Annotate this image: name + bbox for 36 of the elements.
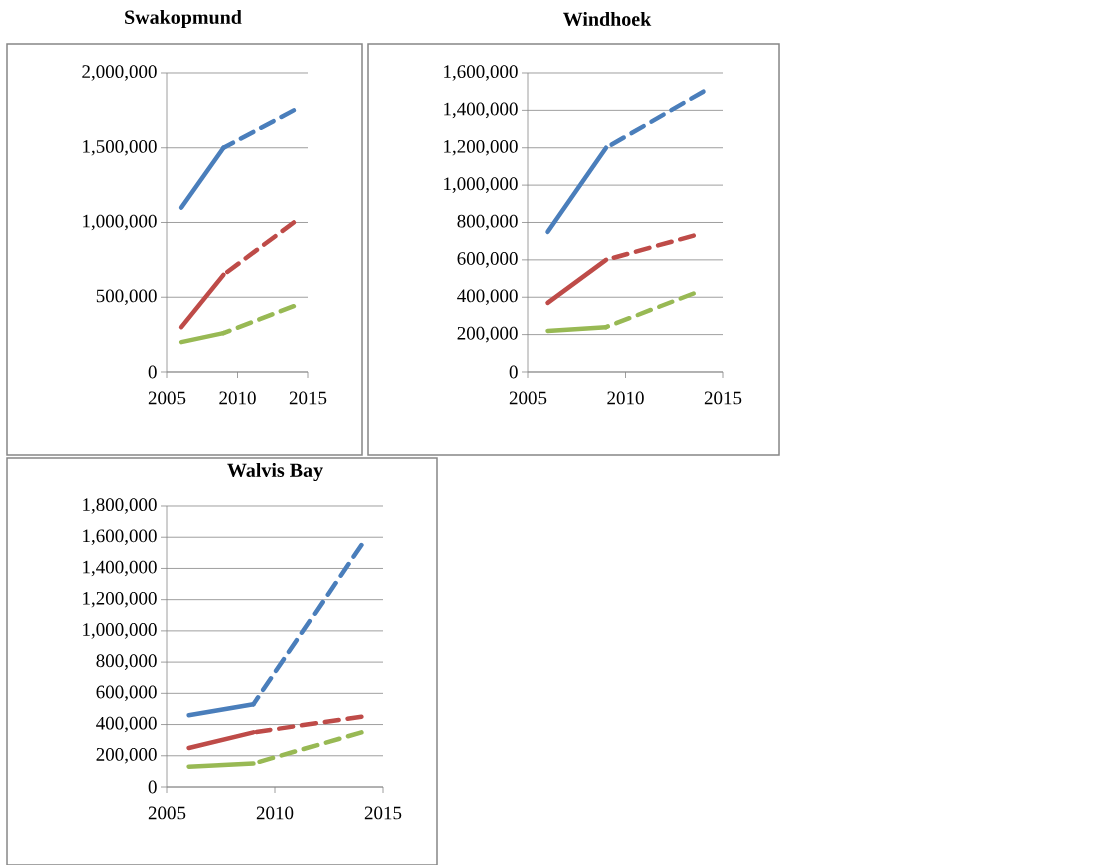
y-tick-label: 1,500,000 xyxy=(83,139,157,156)
x-tick-label: 2010 xyxy=(607,391,644,405)
y-tick-label: 2,000,000 xyxy=(82,65,157,81)
y-tick-label: 800,000 xyxy=(96,654,157,670)
y-tick-label: 1,000,000 xyxy=(83,623,157,639)
y-tick-label: 400,000 xyxy=(457,289,518,306)
x-tick-label: 2005 xyxy=(148,806,186,820)
y-tick-label: 200,000 xyxy=(457,326,518,343)
y-tick-label: 500,000 xyxy=(96,289,157,306)
x-tick-label: 2015 xyxy=(289,391,327,405)
y-tick-label: 1,800,000 xyxy=(83,498,157,514)
y-tick-label: 1,600,000 xyxy=(444,65,518,81)
x-tick-label: 2010 xyxy=(256,806,294,820)
y-tick-label: 0 xyxy=(148,780,157,794)
chart-title: Windhoek xyxy=(563,11,652,27)
y-tick-label: 1,400,000 xyxy=(83,560,157,577)
y-tick-label: 0 xyxy=(148,365,157,379)
y-tick-label: 1,600,000 xyxy=(83,529,157,545)
y-tick-label: 1,400,000 xyxy=(444,102,518,119)
y-tick-label: 800,000 xyxy=(457,214,518,231)
x-tick-label: 2015 xyxy=(364,806,402,820)
y-tick-label: 600,000 xyxy=(96,685,157,702)
y-tick-label: 400,000 xyxy=(96,716,157,733)
chart-title: Swakopmund xyxy=(125,9,242,29)
y-tick-label: 1,000,000 xyxy=(83,214,157,231)
y-tick-label: 1,000,000 xyxy=(444,177,518,193)
x-tick-label: 2005 xyxy=(509,391,547,405)
y-tick-label: 1,200,000 xyxy=(83,591,157,608)
y-tick-label: 200,000 xyxy=(96,748,157,764)
y-tick-label: 1,200,000 xyxy=(444,139,518,156)
x-tick-label: 2015 xyxy=(704,391,742,405)
y-tick-label: 600,000 xyxy=(457,252,518,268)
x-tick-label: 2005 xyxy=(148,391,186,405)
chart-title: Walvis Bay xyxy=(227,462,323,482)
x-tick-label: 2010 xyxy=(219,391,256,405)
y-tick-label: 0 xyxy=(509,365,518,379)
